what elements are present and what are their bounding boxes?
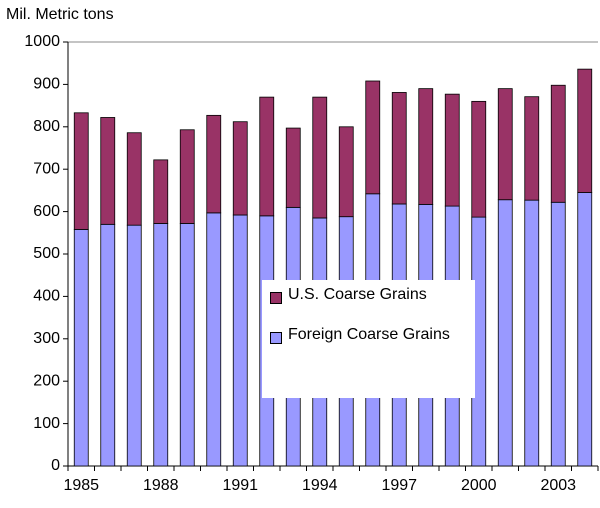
y-tick-label: 1000	[24, 33, 60, 50]
y-axis-label: Mil. Metric tons	[6, 6, 114, 23]
bar-segment	[126, 132, 142, 226]
legend-item: Foreign Coarse Grains	[268, 326, 469, 346]
bar-segment	[577, 192, 593, 467]
y-tick-label: 400	[33, 288, 60, 305]
legend-swatch	[270, 332, 282, 344]
bar-segment	[497, 88, 513, 201]
y-tick-label: 600	[33, 203, 60, 220]
bar-segment	[126, 224, 142, 467]
bar-segment	[285, 127, 301, 208]
bar-segment	[206, 114, 222, 214]
legend: U.S. Coarse Grains Foreign Coarse Grains	[262, 280, 475, 398]
y-tick-label: 200	[33, 372, 60, 389]
bar-segment	[153, 223, 169, 467]
bar-segment	[100, 223, 116, 467]
bar-segment	[232, 214, 248, 467]
legend-swatch	[270, 292, 282, 304]
bar-segment	[232, 121, 248, 216]
y-tick-label: 500	[33, 245, 60, 262]
bar-segment	[524, 199, 540, 467]
bar-segment	[391, 92, 407, 205]
x-tick-label: 2000	[461, 477, 497, 494]
x-tick-label: 2003	[540, 477, 576, 494]
legend-label: U.S. Coarse Grains	[288, 286, 427, 303]
y-tick-label: 900	[33, 76, 60, 93]
bar-segment	[73, 229, 89, 467]
x-tick-label: 1994	[302, 477, 338, 494]
x-tick-label: 1991	[222, 477, 258, 494]
x-tick-label: 1988	[143, 477, 179, 494]
bar-segment	[179, 129, 195, 224]
bar-segment	[179, 223, 195, 467]
bar-segment	[100, 117, 116, 225]
bar-segment	[444, 93, 460, 207]
y-tick-label: 100	[33, 415, 60, 432]
bar-segment	[259, 96, 275, 217]
bar-segment	[206, 212, 222, 467]
bar-segment	[497, 199, 513, 467]
bar-segment	[312, 96, 328, 219]
x-tick-label: 1997	[381, 477, 417, 494]
y-tick-label: 700	[33, 160, 60, 177]
bar-segment	[577, 68, 593, 193]
y-tick-label: 300	[33, 330, 60, 347]
bar-segment	[550, 84, 566, 203]
bar-segment	[550, 201, 566, 467]
y-tick-label: 0	[51, 457, 60, 474]
bar-segment	[365, 80, 381, 195]
bar-segment	[418, 88, 434, 205]
y-tick-label: 800	[33, 118, 60, 135]
bar-segment	[338, 126, 354, 218]
bar-segment	[73, 112, 89, 230]
x-tick-label: 1985	[63, 477, 99, 494]
bar-segment	[471, 100, 487, 218]
bar-segment	[153, 159, 169, 224]
bar-segment	[524, 96, 540, 201]
legend-label: Foreign Coarse Grains	[288, 326, 450, 343]
legend-item: U.S. Coarse Grains	[268, 286, 469, 306]
